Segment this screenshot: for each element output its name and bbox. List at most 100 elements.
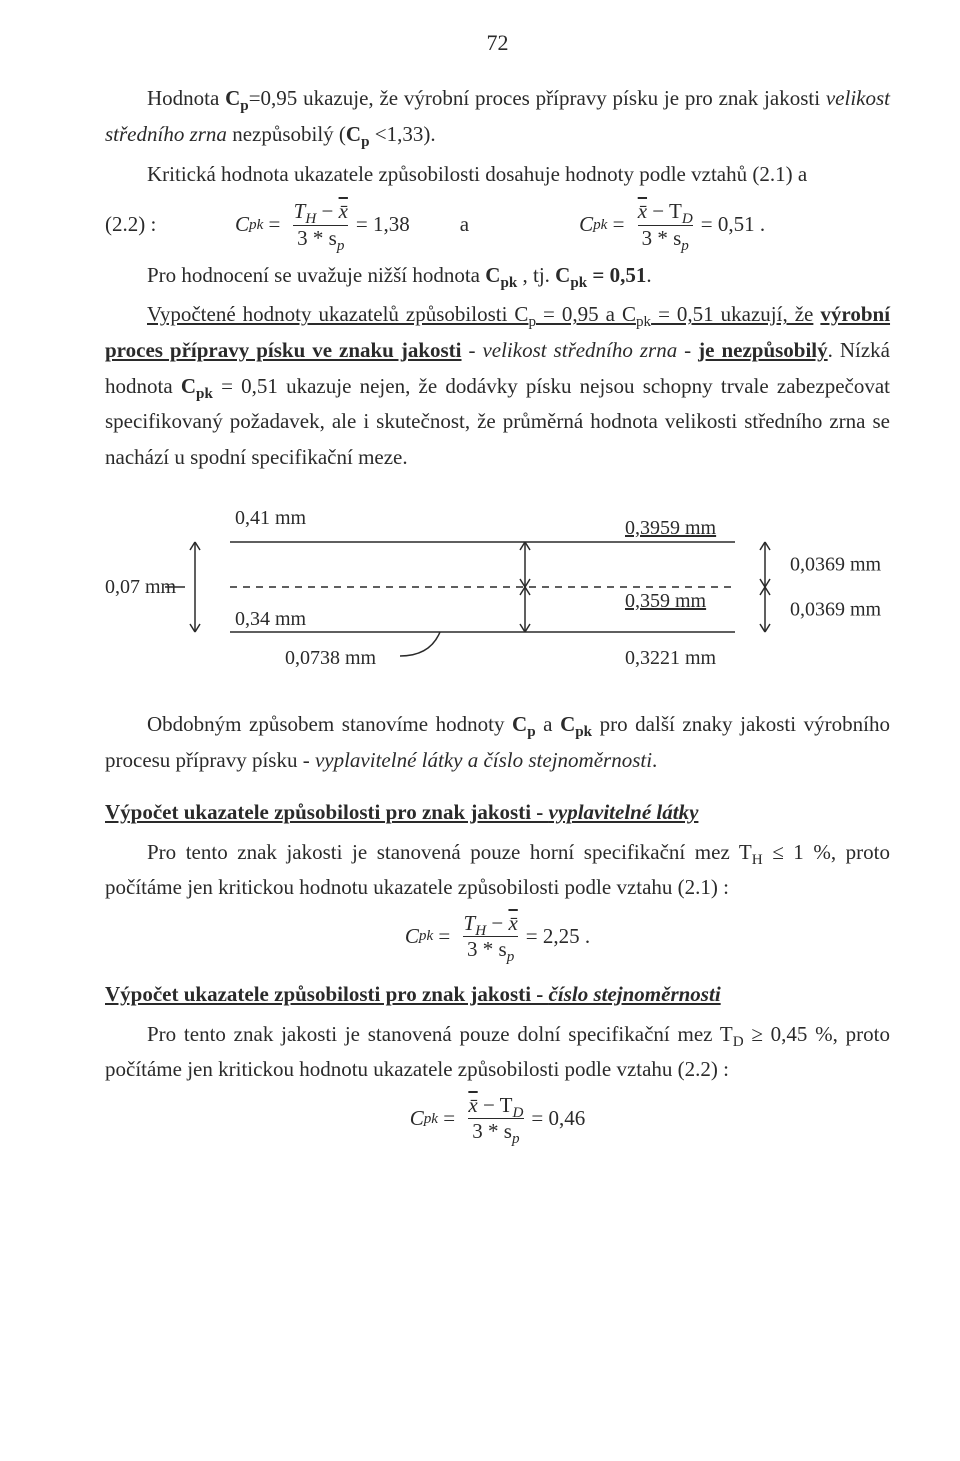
text: Vypočtené hodnoty ukazatelů způsobilosti… [147,302,528,326]
equation-label: (2.2) : [105,207,185,243]
text: C [485,263,500,287]
text: − [316,199,338,223]
paragraph-4: Vypočtené hodnoty ukazatelů způsobilosti… [105,297,890,475]
fraction: x̄ − TD 3 * sp [634,200,697,249]
text: , tj. [517,263,555,287]
text: = 0,51 [587,263,646,287]
text: C [512,712,527,736]
text: a [536,712,560,736]
page-number: 72 [105,24,890,61]
heading-text: Výpočet ukazatele způsobilosti pro znak … [105,982,549,1006]
text: - [677,338,698,362]
text: Pro hodnocení se uvažuje nižší hodnota [147,263,485,287]
subscript: pk [196,386,213,402]
text: C [405,919,419,955]
paragraph-3: Pro hodnocení se uvažuje nižší hodnota C… [105,258,890,294]
denominator: 3 * sp [638,225,693,250]
equation-2-2b: Cpk = x̄ − TD 3 * sp = 0,46 [105,1094,890,1143]
text-bold: Cpk = 0,51 [555,263,646,287]
equation-body: Cpk = TH − x̄ 3 * sp = 2,25 . [405,912,590,961]
x-bar: x̄ [638,199,647,223]
heading-text-italic: vyplavitelné látky [549,800,699,824]
heading-text-italic: číslo stejnoměrnosti [549,982,721,1006]
subscript: pk [500,275,517,291]
text: nezpůsobilý ( [227,122,346,146]
text: . [646,263,651,287]
subscript: pk [575,725,592,741]
text-bold: Cp [225,86,249,110]
x-bar: x̄ [468,1093,477,1117]
svg-text:0,41 mm: 0,41 mm [235,507,307,529]
equals: = [438,1101,460,1137]
subscript: p [528,315,536,331]
text: T [294,199,306,223]
svg-text:0,0369 mm: 0,0369 mm [790,553,882,575]
text: - [462,338,483,362]
subscript: p [240,99,248,115]
equation-2-1: Cpk = TH − x̄ 3 * sp = 2,25 . [105,912,890,961]
svg-text:0,3221 mm: 0,3221 mm [625,647,717,669]
text-bold: Cp [512,712,536,736]
page: 72 Hodnota Cp=0,95 ukazuje, že výrobní p… [0,0,960,1209]
text: = 1,38 [356,207,410,243]
text-bold: Cpk [560,712,592,736]
tolerance-diagram: 0,07 mm0,41 mm0,34 mm0,0738 mm0,3959 mm0… [105,492,890,694]
subscript: D [733,1034,744,1050]
text: − T [478,1093,513,1117]
text-italic: vyplavitelné látky a číslo stejnoměrnost… [315,748,652,772]
text: − [486,911,508,935]
equation-lhs-2: Cpk = x̄ − TD 3 * sp = 0,51 . [579,200,765,249]
svg-text:0,0369 mm: 0,0369 mm [790,598,882,620]
text: = 0,51 ukazuje nejen, že dodávky písku n… [105,374,890,469]
text: 3 * s [472,1119,512,1143]
subscript: p [681,238,689,254]
text: Pro tento znak jakosti je stanovená pouz… [147,1022,733,1046]
svg-text:0,3959 mm: 0,3959 mm [625,517,717,539]
text-bold-underline: je nezpůsobilý [698,338,827,362]
svg-text:0,34 mm: 0,34 mm [235,608,307,630]
subscript: pk [570,275,587,291]
equals: = [607,207,629,243]
subscript: p [512,1131,520,1147]
text-bold: Cpk [181,374,213,398]
text: = 0,95 a C [536,302,636,326]
heading-vyplavitelne: Výpočet ukazatele způsobilosti pro znak … [105,795,890,831]
paragraph-1: Hodnota Cp=0,95 ukazuje, že výrobní proc… [105,81,890,152]
text: T [464,911,476,935]
text: C [560,712,575,736]
numerator: x̄ − TD [464,1094,527,1118]
text: . [652,748,657,772]
subscript: p [361,134,369,150]
paragraph-6: Pro tento znak jakosti je stanovená pouz… [105,835,890,906]
text-conj: a [460,207,469,243]
text: = 0,51 . [701,207,765,243]
text: = 2,25 . [526,919,590,955]
equals: = [433,919,455,955]
text-bold: Cp [346,122,370,146]
denominator: 3 * sp [463,936,518,961]
subscript: H [752,852,763,868]
text: = 0,51 ukazují, že [651,302,813,326]
text: 3 * s [467,937,507,961]
subscript: p [337,238,345,254]
subscript: p [507,949,515,965]
denominator: 3 * sp [293,225,348,250]
equation-lhs-1: Cpk = TH − x̄ 3 * sp = 1,38 [235,200,410,249]
svg-text:0,359 mm: 0,359 mm [625,590,707,612]
text: Pro tento znak jakosti je stanovená pouz… [147,840,752,864]
fraction: TH − x̄ 3 * sp [460,912,522,961]
denominator: 3 * sp [468,1118,523,1143]
tolerance-diagram-svg: 0,07 mm0,41 mm0,34 mm0,0738 mm0,3959 mm0… [105,492,895,682]
text: Kritická hodnota ukazatele způsobilosti … [147,162,807,186]
numerator: TH − x̄ [460,912,522,936]
x-bar: x̄ [508,911,517,935]
paragraph-7: Pro tento znak jakosti je stanovená pouz… [105,1017,890,1088]
paragraph-2: Kritická hodnota ukazatele způsobilosti … [105,157,890,193]
equation-body: Cpk = x̄ − TD 3 * sp = 0,46 [410,1094,586,1143]
text-bold: Cpk [485,263,517,287]
text: C [225,86,240,110]
x-bar: x̄ [339,199,348,223]
numerator: x̄ − TD [634,200,697,224]
text: =0,95 ukazuje, že výrobní proces příprav… [249,86,826,110]
svg-text:0,07 mm: 0,07 mm [105,576,177,598]
